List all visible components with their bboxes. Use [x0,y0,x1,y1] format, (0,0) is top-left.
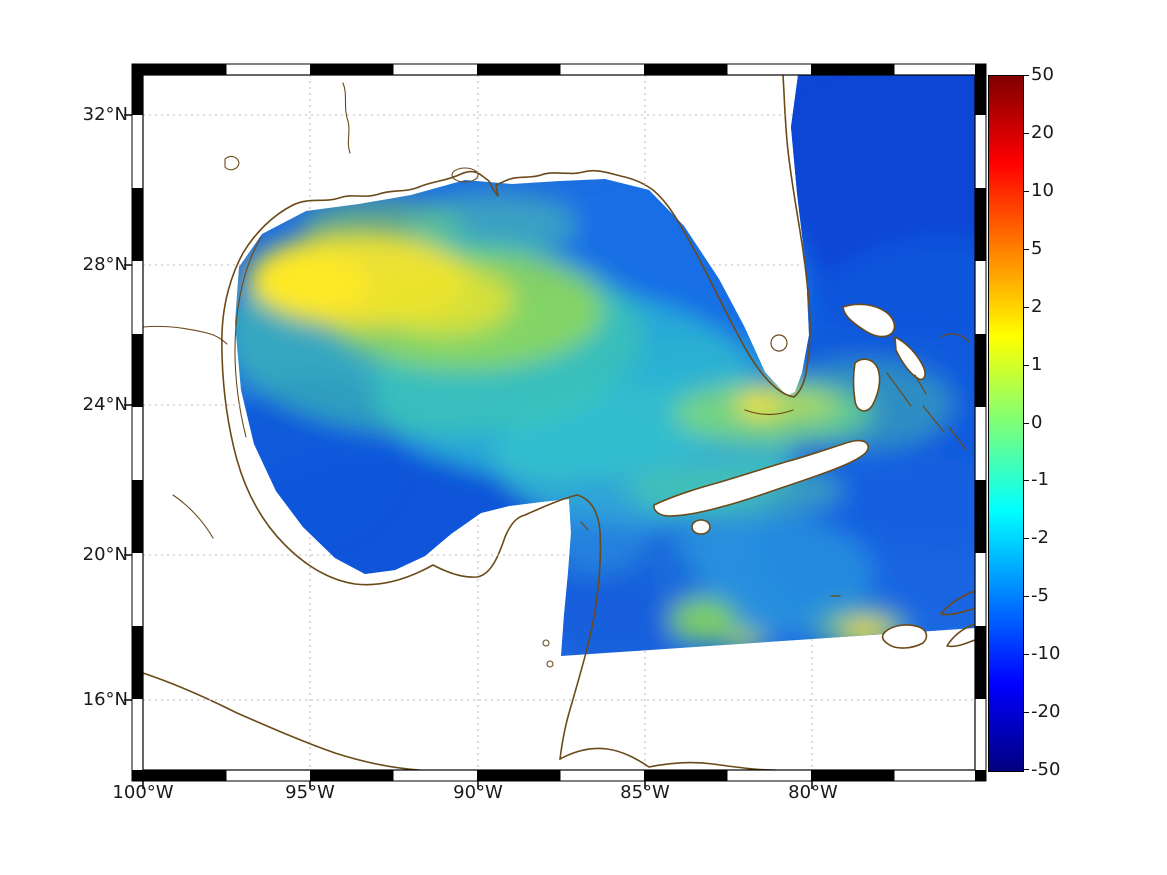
colorbar-tick [1023,307,1029,308]
colorbar-tick [1023,133,1029,134]
coastline-andros [852,358,881,412]
yucatan-lake-2 [546,660,554,668]
coastline-eleuthera [894,336,926,381]
colorbar-tick [1023,249,1029,250]
colorbar-tick-label: -1 [1031,469,1049,490]
coastline-pacific-mexico [143,672,420,770]
islet-northwest [224,155,240,171]
x-tick-label: 90°W [453,782,503,803]
coastlines [143,75,975,770]
lake-pontchartrain [451,167,479,183]
colorbar-tick [1023,538,1029,539]
lake-okeechobee [770,334,788,352]
x-tick-label: 85°W [620,782,670,803]
colorbar-tick-label: 50 [1031,64,1054,85]
colorbar-tick-label: -20 [1031,701,1061,722]
colorbar-tick [1023,75,1029,76]
colorbar-tick-label: -50 [1031,759,1061,780]
coastline-west-gulf [221,204,602,760]
coastline-honduras [559,747,776,770]
coastline-long-island [922,405,945,433]
colorbar-tick [1023,769,1029,770]
y-tick-label: 16°N [82,689,128,710]
colorbar-tick-label: 5 [1031,238,1043,259]
coastline-cozumel [580,521,589,531]
yucatan-lake-1 [542,639,550,647]
river-inland-mexico [172,494,214,539]
y-tick-label: 20°N [82,544,128,565]
coastline-crooked-island [948,426,967,451]
coastline-exuma-chain [886,372,912,407]
isle-of-youth [691,519,711,535]
colorbar-tick [1023,480,1029,481]
colorbar-tick-label: 0 [1031,412,1043,433]
colorbar-tick [1023,654,1029,655]
x-tick-label: 80°W [788,782,838,803]
river-north-inland [342,82,351,154]
coastline-florida-keys [744,409,794,416]
axis-ticks [124,114,813,789]
x-tick-label: 95°W [285,782,335,803]
coastline-abaco [940,333,970,343]
y-tick-label: 24°N [82,394,128,415]
y-tick-label: 28°N [82,254,128,275]
colorbar-tick [1023,596,1029,597]
coastline-hispaniola-south [946,623,975,648]
coastline-north-gulf-florida [292,75,811,398]
colorbar-tick-label: -10 [1031,643,1061,664]
colorbar-tick-label: 20 [1031,122,1054,143]
colorbar-gradient [988,75,1024,772]
x-tick-label: 100°W [112,782,174,803]
colorbar-tick-label: 2 [1031,296,1043,317]
colorbar-tick [1023,423,1029,424]
colorbar-tick [1023,712,1029,713]
colorbar-tick [1023,191,1029,192]
coastline-cuba [653,439,869,517]
coastline-grand-bahama [842,303,896,338]
colorbar-tick-label: -5 [1031,585,1049,606]
y-tick-label: 32°N [82,104,128,125]
colorbar-tick-label: 10 [1031,180,1054,201]
colorbar-tick-label: -2 [1031,527,1049,548]
river-rio-grande [143,325,228,345]
coastline-hispaniola-north [940,590,975,616]
map-frame [124,63,987,789]
coastline-jamaica [881,624,928,649]
colorbar-tick [1023,365,1029,366]
coastline-cat-island [914,374,927,395]
colorbar-tick-label: 1 [1031,354,1043,375]
